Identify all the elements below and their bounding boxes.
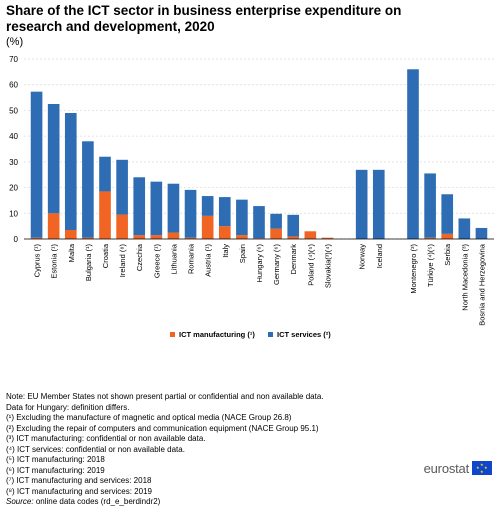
legend-label: ICT services (²) [277, 330, 331, 339]
legend-swatch [170, 332, 175, 337]
bar-segment [116, 159, 128, 215]
y-tick-label: 40 [9, 132, 18, 141]
x-tick-label: North Macedonia (³) [460, 244, 469, 311]
x-tick-label: Poland (⁴)(⁵) [306, 244, 315, 286]
x-tick-label: Norway [358, 244, 367, 270]
x-tick-label: Malta [67, 243, 76, 262]
bar-segment [441, 233, 454, 239]
note-line: Data for Hungary: definition differs. [6, 402, 130, 412]
eu-flag-icon: ★ ★ ★ ★ [472, 461, 492, 475]
bar-segment [424, 173, 436, 238]
note-line: (⁵) ICT manufacturing: 2018 [6, 455, 105, 464]
y-tick-label: 20 [9, 184, 18, 193]
note-line: (⁸) ICT manufacturing and services: 2019 [6, 486, 152, 496]
bar-segment [99, 156, 111, 192]
x-tick-label: Czechia [135, 243, 144, 271]
bar-segment [287, 236, 300, 239]
bar-segment [304, 231, 317, 239]
bar-segment [458, 218, 471, 239]
bar-segment [270, 213, 282, 229]
source-text: online data codes (rd_e_berdindr2) [35, 497, 161, 506]
x-tick-label: Austria (¹) [204, 244, 213, 277]
bar-segment [270, 228, 282, 239]
note-line: (⁷) ICT manufacturing and services: 2018 [6, 476, 152, 485]
bar-segment [372, 169, 385, 239]
y-tick-label: 70 [9, 55, 18, 64]
bar-segment [116, 214, 128, 239]
unit-label: (%) [6, 36, 24, 48]
bar-segment [82, 141, 94, 238]
bar-chart: 0 10 20 30 40 50 60 70 Cyprus (¹) Estonia (¹) Malt… [9, 55, 494, 339]
bar-segment [184, 189, 197, 238]
note-line: (¹) Excluding the manufacture of magneti… [6, 413, 292, 422]
y-tick-label: 30 [9, 158, 18, 167]
source-label: Source: [6, 497, 34, 506]
bar-segment [321, 237, 334, 239]
chart-title: Share of the ICT sector in business ente… [6, 3, 402, 34]
bar-segment [99, 191, 111, 239]
x-tick-label: Italy [221, 244, 230, 258]
bar-segment [424, 237, 436, 239]
x-tick-label: Türkiye (⁴)(⁵) [426, 244, 435, 287]
logo-text: eurostat [423, 460, 470, 476]
bar-segment [287, 214, 300, 237]
bar-segment [355, 169, 368, 239]
x-tick-label: Romania [187, 243, 196, 274]
note-line: (⁴) ICT services: confidential or non av… [6, 444, 185, 454]
bar-segment [150, 181, 163, 236]
note-line: (²) Excluding the repair of computers an… [6, 423, 319, 433]
bar-segment [150, 235, 163, 239]
bar-segment [253, 206, 265, 239]
x-tick-label: Greece (¹) [152, 243, 161, 278]
y-tick-label: 60 [9, 81, 18, 90]
bar-segment [133, 235, 146, 239]
x-tick-label: Bulgaria (¹) [84, 243, 93, 281]
bar-segment [167, 183, 180, 233]
bar-segment [30, 91, 43, 238]
x-tick-label: Denmark [289, 244, 298, 275]
footnotes: Note: EU Member States not shown present… [6, 392, 486, 508]
legend-swatch [268, 332, 273, 337]
bar-segment [201, 215, 214, 239]
y-tick-label: 50 [9, 106, 18, 115]
x-tick-label: Serbia [443, 243, 452, 266]
bar-segment [133, 177, 146, 236]
bar-segment [64, 113, 77, 230]
bar-segment [218, 226, 231, 239]
x-tick-label: Croatia [101, 243, 110, 268]
bar-segment [407, 69, 419, 240]
bar-segment [64, 230, 77, 239]
bar-segment [236, 199, 248, 236]
bar-segment [30, 237, 43, 239]
bar-segment [82, 237, 94, 239]
note-line: (⁶) ICT manufacturing: 2019 [6, 465, 105, 475]
x-tick-label: Iceland [375, 244, 384, 268]
source-line: Source: online data codes (rd_e_berdindr… [6, 497, 486, 508]
bar-segment [201, 196, 214, 216]
bar-segment [47, 104, 60, 214]
y-tick-label: 0 [14, 235, 19, 244]
bar-segment [218, 197, 231, 227]
bar-segment [475, 227, 488, 239]
bar-segment [47, 213, 60, 239]
bar-segment [167, 232, 180, 239]
x-tick-label: Montenegro (³) [409, 244, 418, 294]
x-tick-label: Bosnia and Herzegovina [477, 243, 486, 326]
note-line: Note: EU Member States not shown present… [6, 392, 324, 401]
x-tick-label: Slovakia(³)(⁴) [323, 244, 332, 289]
bar-segment [184, 237, 197, 239]
x-tick-label: Estonia (¹) [50, 243, 59, 278]
x-tick-label: Spain [238, 244, 247, 263]
y-tick-label: 10 [9, 209, 18, 218]
bar-segment [236, 235, 248, 239]
bar-segment [441, 194, 454, 234]
legend-label: ICT manufacturing (¹) [179, 330, 255, 339]
x-tick-label: Hungary (⁶) [255, 243, 264, 282]
x-tick-label: Germany (⁶) [272, 244, 281, 286]
note-line: (³) ICT manufacturing: confidential or n… [6, 434, 206, 443]
x-tick-label: Ireland (⁸) [118, 244, 127, 278]
x-tick-label: Cyprus (¹) [33, 244, 42, 278]
x-tick-label: Lithuania [169, 243, 178, 274]
eurostat-logo: eurostat ★ ★ ★ ★ [424, 460, 492, 476]
